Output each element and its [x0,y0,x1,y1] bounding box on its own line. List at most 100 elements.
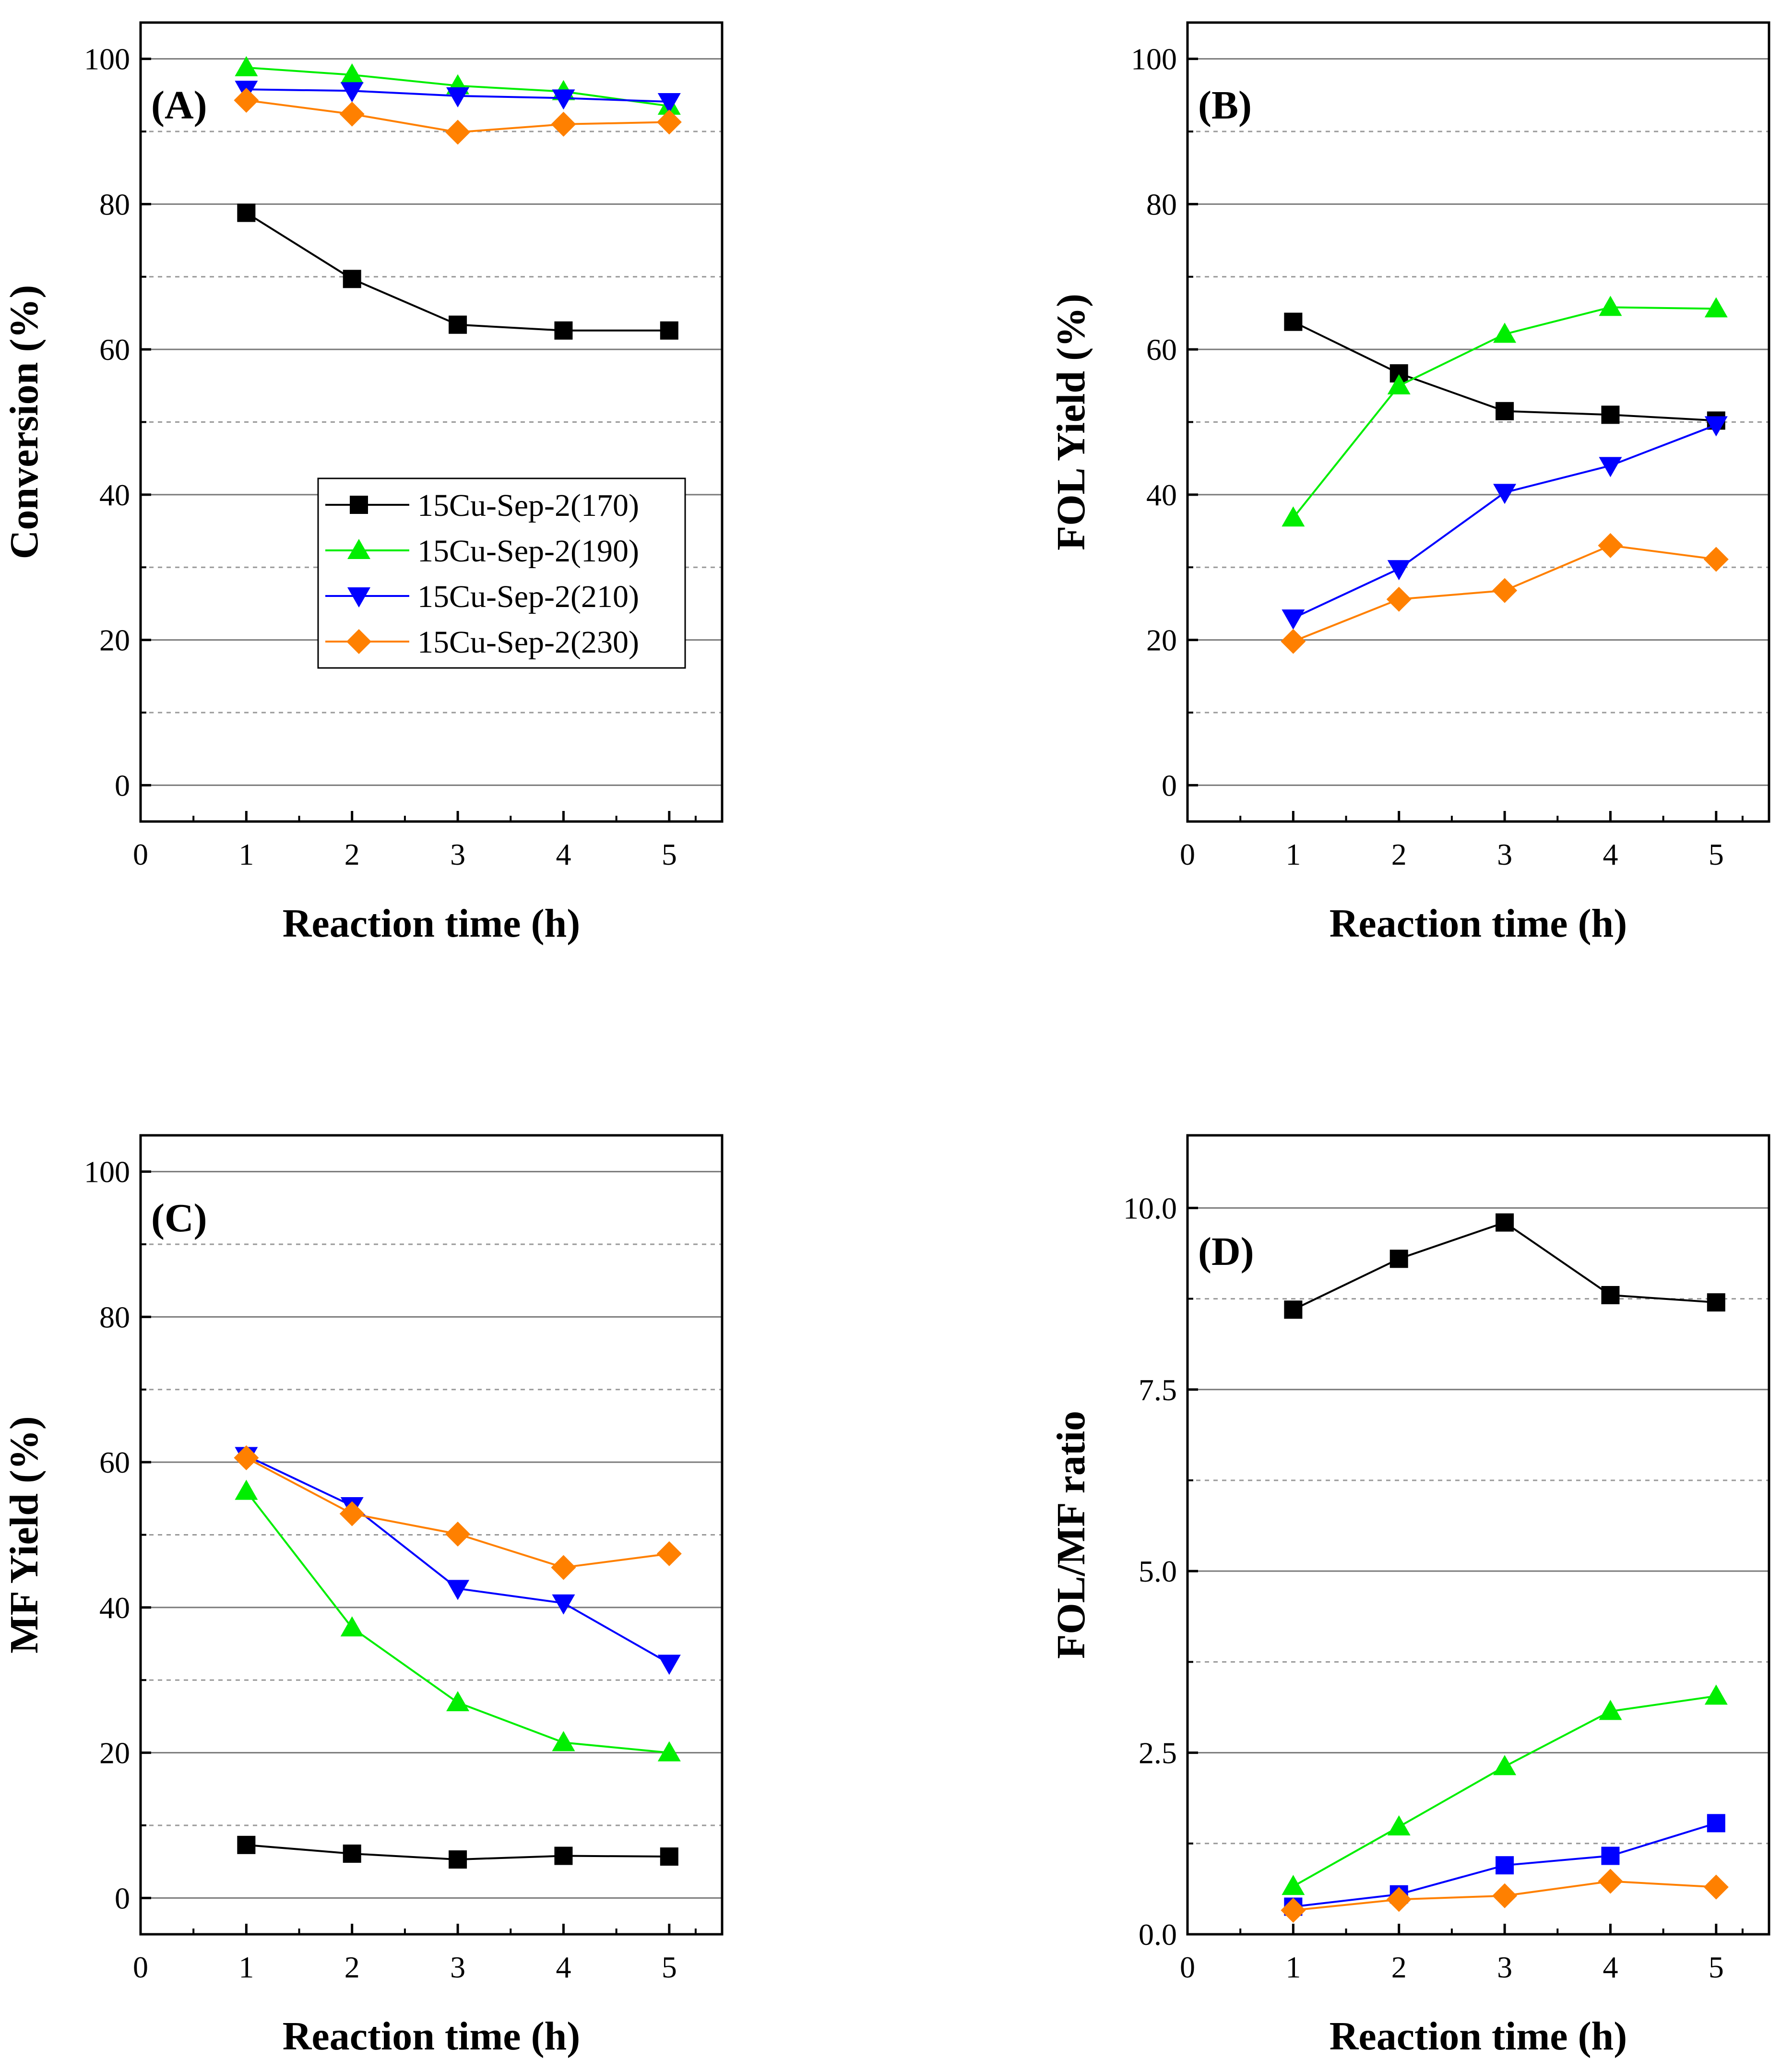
legend-entry: 15Cu-Sep-2(210) [417,579,639,614]
data-point [1601,1286,1620,1304]
data-point [552,1731,575,1751]
data-point [1281,1898,1306,1923]
data-point [1601,1846,1620,1865]
x-tick-label: 5 [662,837,677,871]
data-point [1599,296,1622,316]
y-axis-label: FOL Yield (%) [1049,294,1093,550]
y-tick-label: 20 [99,1736,130,1770]
data-point [656,1541,682,1566]
panel-label: (D) [1198,1229,1254,1274]
data-point [1598,1869,1623,1894]
legend-entry: 15Cu-Sep-2(170) [417,488,639,523]
data-point [1704,416,1728,437]
y-tick-label: 100 [1131,42,1177,76]
data-point [660,1847,678,1866]
x-axis-label: Reaction time (h) [283,2014,580,2059]
x-tick-label: 0 [1180,1950,1195,1984]
data-point [1493,484,1517,504]
series-line [246,1454,670,1665]
x-tick-label: 0 [133,1950,148,1984]
data-point [554,321,573,340]
y-tick-label: 80 [99,187,130,221]
data-point [1496,1213,1514,1232]
data-point [237,1835,256,1854]
data-point [1599,1700,1622,1720]
plot-frame [1186,1134,1770,1936]
data-point [1599,457,1622,477]
x-tick-label: 4 [556,837,571,871]
data-point [339,101,365,127]
x-tick-label: 3 [1497,1950,1512,1984]
x-tick-label: 2 [344,1950,360,1984]
y-tick-label: 40 [99,478,130,512]
x-tick-label: 1 [1285,837,1301,871]
y-axis-label: MF Yield (%) [2,1416,47,1654]
data-point [552,89,575,110]
data-point [340,63,364,83]
legend: 15Cu-Sep-2(170) 15Cu-Sep-2(190) 15Cu-Sep-2… [317,477,686,669]
data-point [1707,1814,1725,1833]
data-point [1282,1875,1305,1895]
chart-panel-b: 0 1 2 3 4 5 0 20 40 60 80 100 Reaction time (h) FOL Y… [1049,21,1770,946]
y-tick-label: 80 [99,1300,130,1334]
data-point [340,82,364,103]
data-point [1496,1856,1514,1875]
x-tick-label: 5 [1709,837,1724,871]
panel-label: (C) [151,1196,207,1240]
chart-panel-d: 0 1 2 3 4 5 0.0 2.5 5.0 7.5 10.0 Reaction time (h) F… [1049,1134,1770,2059]
data-point [1281,629,1306,654]
x-tick-label: 2 [1391,837,1407,871]
x-tick-label: 4 [1603,837,1618,871]
y-tick-label: 0 [115,768,130,802]
data-point [343,1844,361,1863]
data-point [1704,297,1728,318]
data-point [656,109,682,135]
x-axis-label: Reaction time (h) [1330,2014,1627,2059]
y-axis-label: FOL/MF ratio [1049,1411,1093,1659]
x-tick-label: 3 [450,1950,465,1984]
legend-entry: 15Cu-Sep-2(230) [417,625,639,660]
data-point [234,1445,259,1471]
data-point [1282,609,1305,630]
data-point [1703,547,1729,572]
data-point [1386,586,1412,612]
legend-marker [347,587,370,607]
data-point [657,93,681,113]
data-point [445,1521,471,1547]
x-tick-label: 5 [1709,1950,1724,1984]
x-axis-label: Reaction time (h) [1330,901,1627,946]
y-tick-label: 0 [1162,768,1177,802]
data-point [1282,506,1305,527]
x-tick-label: 1 [238,1950,254,1984]
x-tick-label: 3 [1497,837,1512,871]
x-tick-label: 0 [133,837,148,871]
data-point [1492,1883,1518,1908]
data-point [1492,578,1518,603]
y-tick-label: 60 [99,333,130,367]
legend-box [317,477,686,669]
y-tick-label: 7.5 [1139,1373,1177,1407]
y-tick-label: 40 [99,1591,130,1625]
y-tick-label: 0 [115,1881,130,1915]
data-point [1284,312,1303,331]
x-tick-label: 4 [556,1950,571,1984]
x-axis-label: Reaction time (h) [283,901,580,946]
data-point [449,315,467,334]
data-point [551,111,576,137]
data-point [449,1850,467,1869]
y-tick-label: 5.0 [1139,1554,1177,1588]
y-tick-label: 60 [99,1445,130,1479]
y-tick-label: 60 [1146,333,1177,367]
x-tick-label: 1 [1285,1950,1301,1984]
data-point [552,1594,575,1615]
panel-label: (A) [151,83,207,128]
data-point [446,1580,470,1600]
data-point [1387,374,1411,394]
x-tick-label: 0 [1180,837,1195,871]
data-point [1598,533,1623,558]
data-point [446,1691,470,1712]
chart-panel-a: 0 1 2 3 4 5 0 20 40 60 80 100 Reaction time (h) Conve… [2,21,724,946]
x-tick-label: 1 [238,837,254,871]
legend-entry: 15Cu-Sep-2(190) [417,534,639,569]
